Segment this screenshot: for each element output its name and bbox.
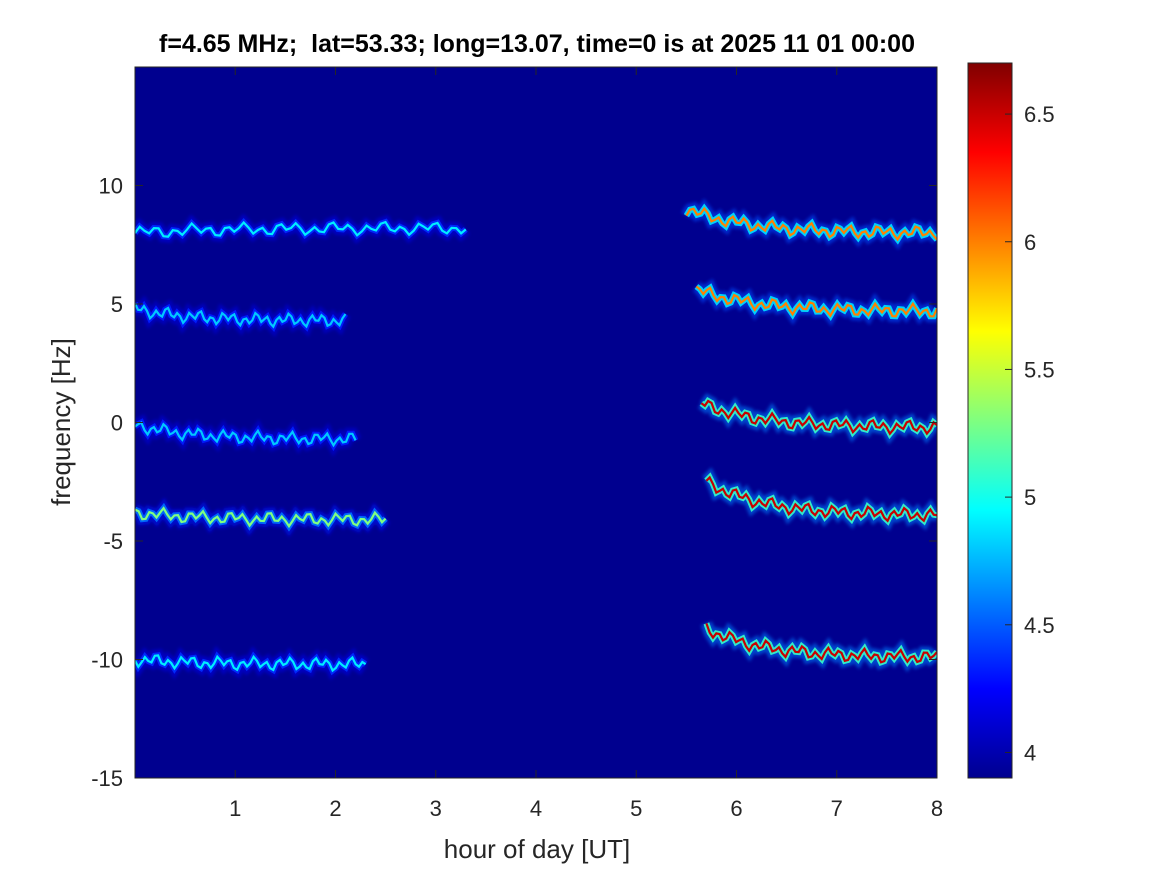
colorbar-tick-label: 6 [1024, 230, 1036, 255]
x-tick-label: 6 [730, 796, 742, 821]
colorbar-tick-label: 4 [1024, 740, 1036, 765]
y-tick-label: -5 [103, 529, 123, 554]
y-tick-label: -15 [91, 766, 123, 791]
y-axis-ticks: -15 -10 -5 0 5 10 [91, 174, 937, 791]
trace-core [700, 399, 937, 436]
y-tick-label: 10 [99, 174, 123, 199]
x-tick-label: 7 [831, 796, 843, 821]
y-tick-label: 0 [111, 411, 123, 436]
spectral-traces [135, 198, 937, 680]
x-tick-label: 2 [329, 796, 341, 821]
colorbar [967, 62, 1013, 779]
trace-core [135, 302, 347, 329]
trace-core [135, 506, 387, 529]
trace-core [705, 623, 937, 664]
colorbar-ticks: 4 4.5 5 5.5 6 6.5 [1005, 102, 1055, 765]
x-tick-label: 3 [430, 796, 442, 821]
x-axis-ticks: 1 2 3 4 5 6 7 8 [229, 67, 943, 821]
y-tick-label: -10 [91, 648, 123, 673]
trace-core [135, 654, 367, 673]
colorbar-tick-label: 4.5 [1024, 613, 1055, 638]
x-tick-label: 1 [229, 796, 241, 821]
trace-core [695, 285, 937, 318]
x-tick-label: 8 [931, 796, 943, 821]
trace-core [135, 420, 357, 448]
trace-core [135, 220, 467, 238]
trace-core [705, 475, 937, 523]
x-tick-label: 5 [630, 796, 642, 821]
colorbar-tick-label: 5 [1024, 485, 1036, 510]
colorbar-tick-label: 6.5 [1024, 102, 1055, 127]
chart-title: f=4.65 MHz; lat=53.33; long=13.07, time=… [159, 30, 915, 58]
y-axis-label: frequency [Hz] [46, 338, 76, 506]
trace-core [685, 206, 937, 242]
colorbar-tick-label: 5.5 [1024, 357, 1055, 382]
x-tick-label: 4 [530, 796, 542, 821]
y-tick-label: 5 [111, 292, 123, 317]
x-axis-label: hour of day [UT] [444, 834, 630, 864]
